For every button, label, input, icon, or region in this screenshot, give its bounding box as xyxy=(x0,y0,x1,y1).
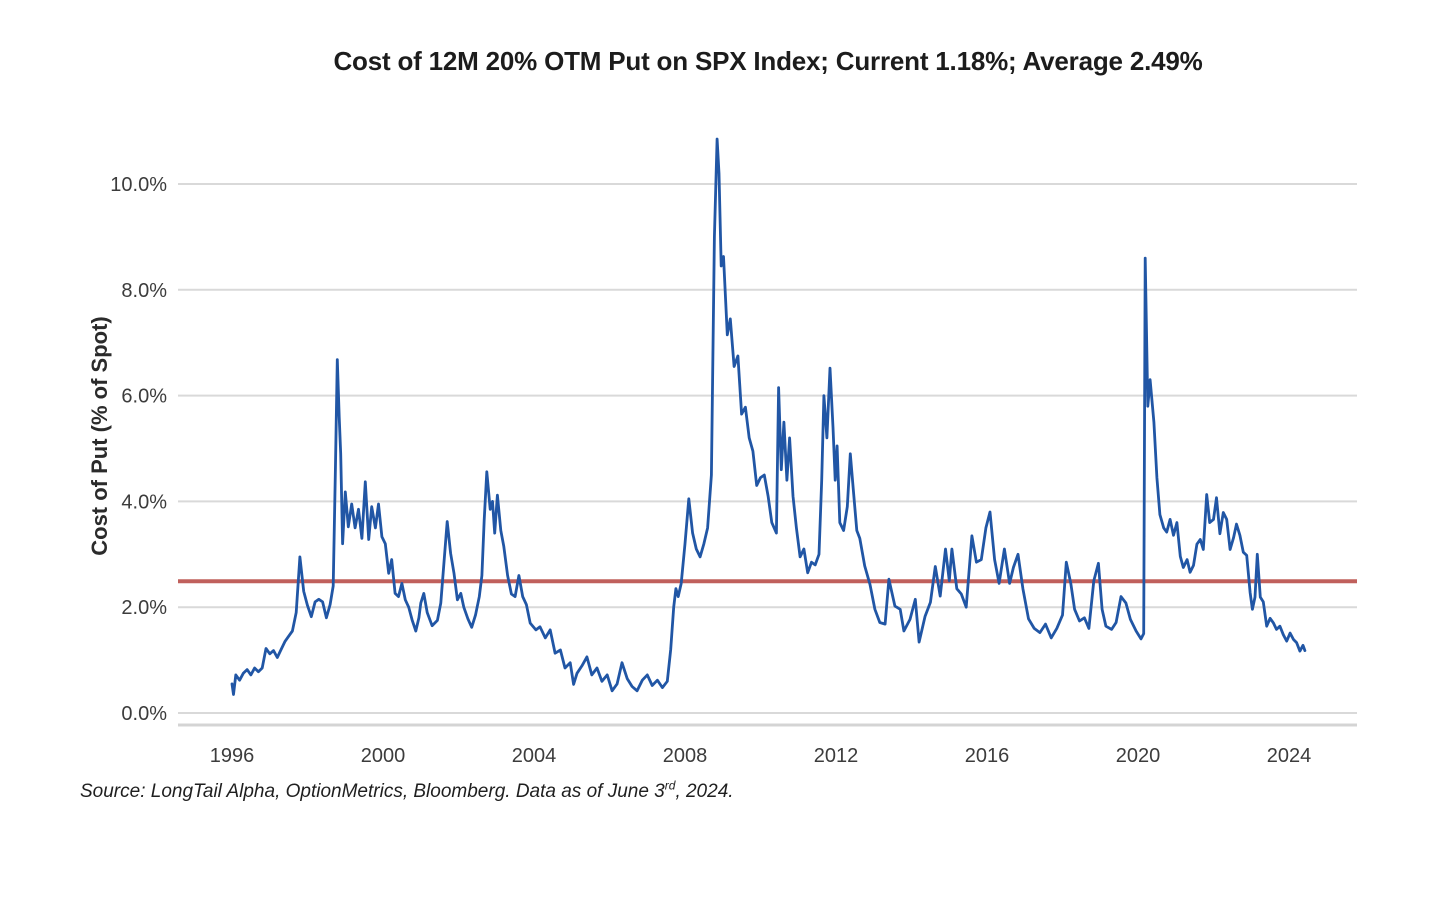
y-tick-label: 4.0% xyxy=(121,491,167,513)
y-tick-label: 2.0% xyxy=(121,597,167,619)
y-tick-label: 0.0% xyxy=(121,703,167,725)
y-tick-label: 10.0% xyxy=(110,174,167,196)
source-note: Source: LongTail Alpha, OptionMetrics, B… xyxy=(80,778,734,803)
y-tick-label: 8.0% xyxy=(121,280,167,302)
x-tick-label: 2004 xyxy=(512,745,557,767)
x-tick-label: 2012 xyxy=(814,745,859,767)
y-tick-label: 6.0% xyxy=(121,386,167,408)
chart-title: Cost of 12M 20% OTM Put on SPX Index; Cu… xyxy=(333,46,1203,76)
source-date-ordinal: rd xyxy=(664,778,676,793)
x-tick-label: 2000 xyxy=(361,745,406,767)
x-tick-label: 2020 xyxy=(1116,745,1161,767)
x-tick-label: 2016 xyxy=(965,745,1010,767)
series-line xyxy=(230,137,1307,696)
x-tick-label: 2024 xyxy=(1267,745,1312,767)
x-tick-label: 1996 xyxy=(210,745,255,767)
x-tick-label: 2008 xyxy=(663,745,708,767)
source-text: Source: LongTail Alpha, OptionMetrics, B… xyxy=(80,781,665,802)
source-text-suffix: , 2024. xyxy=(675,781,734,802)
